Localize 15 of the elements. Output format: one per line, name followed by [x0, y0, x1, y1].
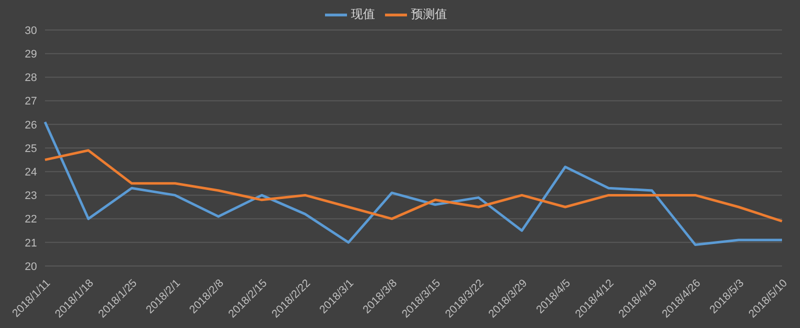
y-tick-label: 28	[24, 72, 37, 84]
y-tick-label: 25	[24, 142, 37, 155]
y-tick-label: 23	[24, 190, 37, 202]
y-tick-label: 20	[24, 260, 37, 273]
legend-label: 预测值	[411, 7, 447, 22]
line-series	[44, 120, 784, 246]
y-tick-label: 26	[24, 119, 37, 132]
line-series	[44, 149, 784, 222]
y-tick-label: 24	[24, 166, 37, 179]
y-tick-label: 29	[24, 48, 37, 61]
y-tick-label: 21	[24, 237, 37, 250]
y-tick-label: 22	[24, 214, 37, 226]
y-tick-label: 30	[24, 24, 37, 37]
y-tick-label: 27	[24, 96, 37, 108]
legend-label: 现值	[351, 7, 375, 22]
